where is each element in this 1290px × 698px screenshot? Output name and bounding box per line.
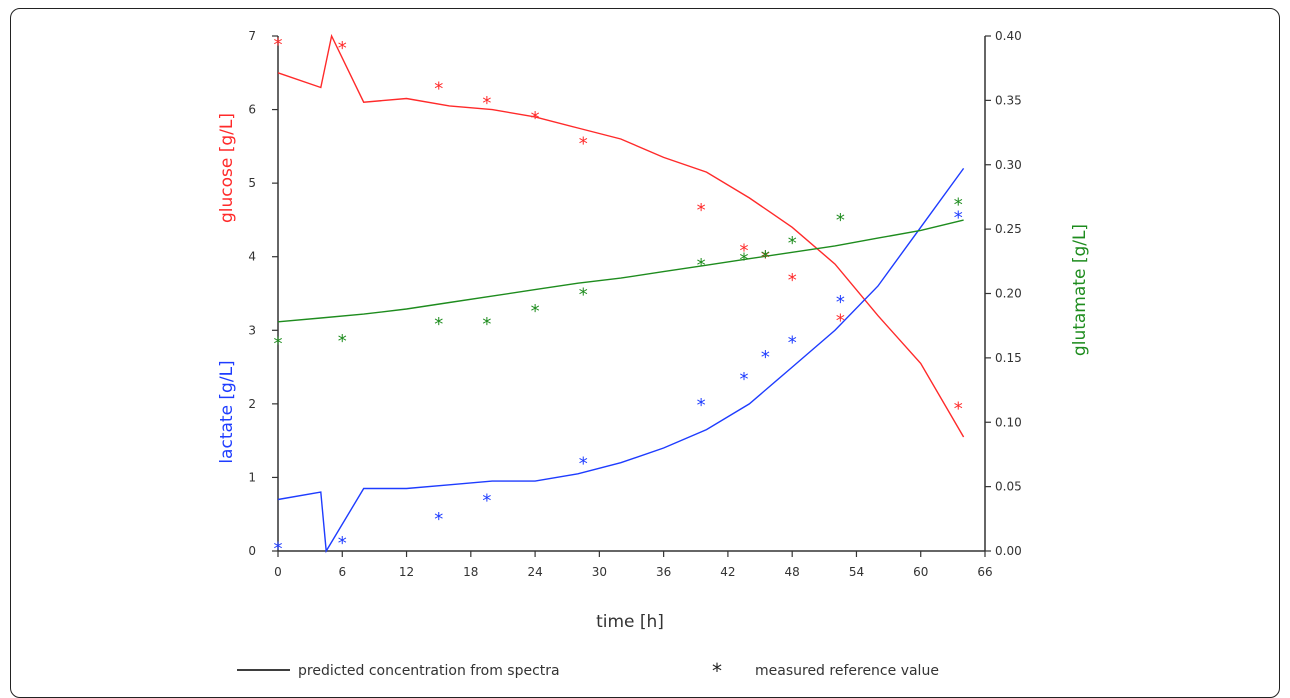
- x-ticks: 0 6 12 18 24 30 36 42 48 54 60 66: [274, 551, 993, 579]
- y-right-tick-label: 0.35: [995, 93, 1022, 107]
- measured-point-2: *: [434, 314, 443, 335]
- y-axis-title-glutamate: glutamate [g/L]: [1070, 224, 1090, 356]
- measured-point-2: *: [788, 233, 797, 254]
- y-left-tick-label: 3: [248, 323, 256, 337]
- y-right-tick-label: 0.25: [995, 222, 1022, 236]
- y-axis-title-lactate: lactate [g/L]: [217, 360, 237, 463]
- measured-point-1: *: [697, 395, 706, 416]
- x-tick-label: 66: [977, 565, 992, 579]
- x-axis-title: time [h]: [596, 612, 664, 632]
- measured-point-2: *: [697, 255, 706, 276]
- measured-point-0: *: [482, 93, 491, 114]
- y-right-tick-label: 0.10: [995, 415, 1022, 429]
- measured-point-0: *: [788, 270, 797, 291]
- x-tick-label: 42: [720, 565, 735, 579]
- legend: predicted concentration from spectra * m…: [237, 659, 939, 683]
- measured-point-2: *: [482, 314, 491, 335]
- measured-point-1: *: [274, 538, 283, 559]
- y-left-tick-label: 7: [248, 29, 256, 43]
- legend-line-label: predicted concentration from spectra: [298, 663, 560, 679]
- y-axis-title-glucose: glucose [g/L]: [217, 113, 237, 223]
- measured-point-2: *: [274, 333, 283, 354]
- y-left-tick-label: 5: [248, 176, 256, 190]
- legend-marker-symbol: *: [712, 659, 722, 683]
- measured-point-0: *: [761, 248, 770, 269]
- measured-point-0: *: [274, 34, 283, 55]
- measured-point-1: *: [482, 491, 491, 512]
- predicted-lines: [277, 33, 965, 554]
- measured-point-1: *: [579, 454, 588, 475]
- measured-point-0: *: [740, 240, 749, 261]
- measured-point-1: *: [740, 369, 749, 390]
- measured-point-1: *: [434, 509, 443, 530]
- y-right-ticks: 0.00 0.05 0.10 0.15 0.20 0.25 0.30 0.35 0.40: [985, 29, 1022, 558]
- y-right-tick-label: 0.15: [995, 351, 1022, 365]
- measured-point-1: *: [338, 533, 347, 554]
- measured-point-0: *: [338, 38, 347, 59]
- x-tick-label: 12: [399, 565, 414, 579]
- y-left-ticks: 0 1 2 3 4 5 6 7: [248, 29, 278, 558]
- measured-point-0: *: [954, 399, 963, 420]
- predicted-line-1: [277, 167, 965, 554]
- measured-point-1: *: [954, 207, 963, 228]
- x-tick-label: 0: [274, 565, 282, 579]
- x-tick-label: 60: [913, 565, 928, 579]
- predicted-line-0: [277, 33, 965, 438]
- y-right-tick-label: 0.40: [995, 29, 1022, 43]
- measured-point-2: *: [761, 247, 770, 268]
- measured-point-1: *: [788, 332, 797, 353]
- y-right-tick-label: 0.30: [995, 158, 1022, 172]
- measured-point-2: *: [338, 331, 347, 352]
- measured-point-1: *: [761, 347, 770, 368]
- measured-point-2: *: [836, 210, 845, 231]
- legend-marker-label: measured reference value: [755, 663, 939, 679]
- y-right-tick-label: 0.00: [995, 544, 1022, 558]
- predicted-line-2: [277, 219, 964, 323]
- measured-point-2: *: [531, 301, 540, 322]
- x-tick-label: 36: [656, 565, 671, 579]
- y-left-tick-label: 1: [248, 470, 256, 484]
- measured-point-0: *: [579, 134, 588, 155]
- x-tick-label: 30: [592, 565, 607, 579]
- plot-area: [277, 36, 986, 552]
- y-left-tick-label: 0: [248, 544, 256, 558]
- measured-point-0: *: [697, 200, 706, 221]
- measured-point-2: *: [740, 250, 749, 271]
- y-left-tick-label: 2: [248, 397, 256, 411]
- x-tick-label: 18: [463, 565, 478, 579]
- measured-point-2: *: [954, 194, 963, 215]
- x-tick-label: 6: [338, 565, 346, 579]
- y-left-tick-label: 6: [248, 103, 256, 117]
- measured-point-0: *: [531, 108, 540, 129]
- measured-markers: * ******* ***** *********** ** **** * ****: [274, 34, 963, 559]
- measured-point-0: *: [836, 310, 845, 331]
- y-left-tick-label: 4: [248, 250, 256, 264]
- y-right-tick-label: 0.05: [995, 480, 1022, 494]
- measured-point-0: *: [434, 79, 443, 100]
- measured-point-2: *: [579, 285, 588, 306]
- x-tick-label: 24: [527, 565, 542, 579]
- x-tick-label: 54: [849, 565, 864, 579]
- x-tick-label: 48: [785, 565, 800, 579]
- measured-point-1: *: [836, 292, 845, 313]
- y-right-tick-label: 0.20: [995, 287, 1022, 301]
